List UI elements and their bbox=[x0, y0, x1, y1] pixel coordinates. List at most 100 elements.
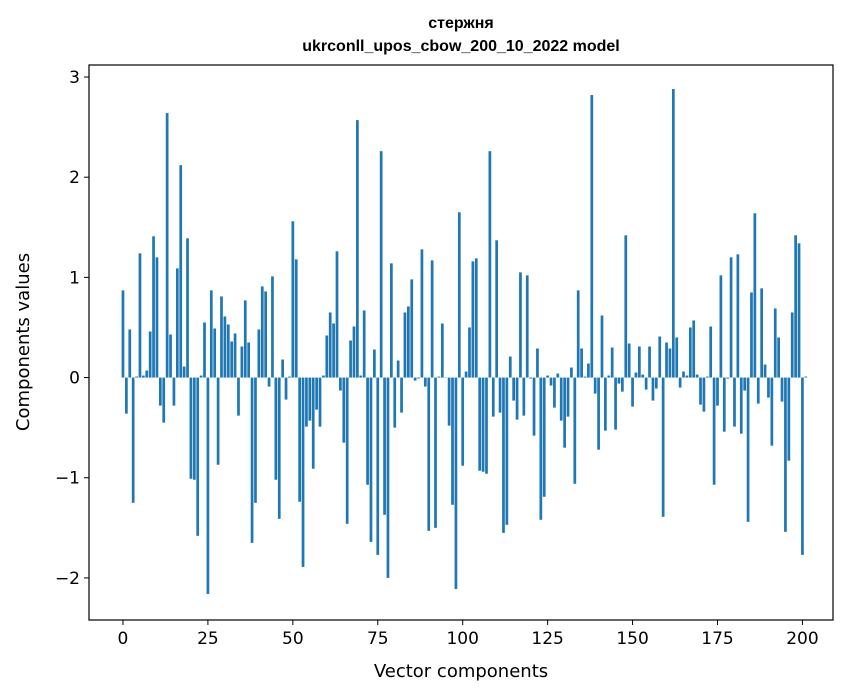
bar bbox=[532, 377, 536, 436]
bar bbox=[736, 254, 740, 378]
bar bbox=[420, 249, 424, 378]
bars-group bbox=[121, 89, 808, 594]
bar bbox=[739, 377, 743, 434]
bar bbox=[179, 165, 183, 378]
bar bbox=[804, 376, 808, 378]
bar bbox=[427, 377, 431, 531]
bar bbox=[726, 377, 730, 379]
bar bbox=[284, 377, 288, 400]
chart-title-line-1: стержня bbox=[428, 15, 494, 32]
bar bbox=[447, 377, 451, 426]
bar bbox=[396, 360, 400, 378]
bar bbox=[508, 356, 512, 378]
bar bbox=[379, 151, 383, 378]
bar bbox=[237, 377, 240, 416]
bar bbox=[390, 263, 393, 378]
bar bbox=[206, 377, 210, 594]
y-axis-label: Components values bbox=[13, 253, 34, 431]
bar bbox=[495, 240, 499, 378]
bar bbox=[709, 326, 713, 378]
bar bbox=[522, 377, 526, 416]
bar bbox=[610, 347, 614, 378]
bar bbox=[128, 329, 132, 378]
bar bbox=[223, 316, 227, 378]
bar bbox=[597, 377, 600, 450]
bar bbox=[233, 333, 237, 378]
bar bbox=[332, 323, 335, 378]
bar bbox=[563, 377, 566, 448]
bar bbox=[559, 377, 563, 421]
bar bbox=[743, 377, 747, 391]
bar bbox=[277, 377, 281, 519]
bar bbox=[722, 377, 726, 432]
bar bbox=[145, 370, 149, 378]
bar bbox=[138, 253, 142, 378]
bar bbox=[471, 261, 475, 378]
bar bbox=[770, 377, 774, 446]
bar bbox=[773, 308, 777, 378]
bar bbox=[301, 377, 305, 567]
x-tick-label: 25 bbox=[197, 629, 219, 649]
bar bbox=[512, 377, 516, 401]
bar bbox=[182, 366, 186, 378]
bar bbox=[342, 377, 346, 443]
bar bbox=[135, 376, 138, 378]
bar bbox=[243, 300, 247, 378]
x-tick-label: 100 bbox=[446, 629, 478, 649]
bar bbox=[546, 375, 549, 378]
bar bbox=[454, 377, 458, 589]
x-tick-label: 0 bbox=[118, 629, 129, 649]
bar bbox=[322, 375, 325, 378]
bar bbox=[665, 342, 668, 378]
bar bbox=[760, 288, 764, 378]
bar bbox=[413, 377, 417, 381]
bar bbox=[600, 315, 604, 378]
bar bbox=[457, 212, 461, 378]
bar bbox=[641, 374, 645, 378]
bar bbox=[716, 377, 719, 406]
bar bbox=[702, 377, 706, 412]
bar bbox=[142, 375, 145, 378]
bar bbox=[400, 377, 403, 413]
bar bbox=[240, 346, 244, 378]
bar bbox=[308, 377, 312, 421]
bar bbox=[199, 375, 203, 378]
bar bbox=[376, 377, 380, 555]
bar bbox=[410, 279, 414, 378]
bar bbox=[417, 377, 420, 379]
bar bbox=[192, 377, 196, 480]
bar bbox=[502, 377, 505, 533]
bar bbox=[474, 258, 478, 378]
bar bbox=[291, 221, 295, 378]
bar bbox=[271, 276, 274, 378]
bar bbox=[369, 377, 373, 542]
plot-area-frame bbox=[88, 64, 834, 621]
bar bbox=[169, 334, 172, 378]
y-tick-label: −2 bbox=[55, 569, 80, 589]
bar bbox=[675, 337, 679, 378]
bar bbox=[260, 286, 264, 378]
bar bbox=[437, 376, 441, 378]
bar bbox=[644, 377, 648, 390]
bar bbox=[386, 377, 390, 578]
bar bbox=[485, 377, 488, 474]
bar bbox=[536, 348, 539, 378]
bar bbox=[621, 377, 624, 392]
bar bbox=[318, 377, 322, 427]
bar bbox=[648, 346, 651, 378]
bar bbox=[719, 275, 723, 378]
x-axis-ticks: 0 25 50 75 100 125 150 175 200 bbox=[118, 620, 819, 649]
bar bbox=[678, 377, 682, 388]
bar bbox=[373, 349, 376, 378]
bar bbox=[264, 291, 268, 378]
bar bbox=[753, 213, 757, 378]
bar bbox=[468, 327, 471, 378]
bar bbox=[515, 377, 519, 420]
bar bbox=[440, 323, 444, 378]
bar bbox=[339, 377, 342, 391]
bar bbox=[352, 326, 356, 378]
bar bbox=[705, 376, 709, 378]
x-tick-label: 125 bbox=[531, 629, 563, 649]
bar bbox=[366, 377, 369, 485]
